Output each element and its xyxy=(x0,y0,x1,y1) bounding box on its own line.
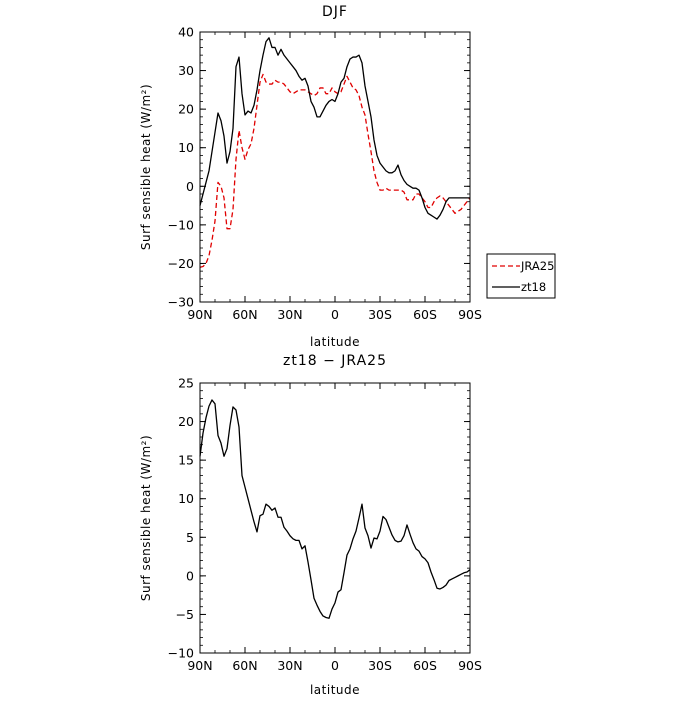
x-tick-label: 90S xyxy=(458,658,482,673)
x-axis-label: latitude xyxy=(310,335,360,349)
series-line-jra25 xyxy=(199,73,471,268)
x-tick-label: 30N xyxy=(277,307,302,322)
x-tick-label: 60S xyxy=(413,658,437,673)
y-tick-label: −30 xyxy=(168,295,194,310)
chart-title: DJF xyxy=(322,4,348,20)
x-tick-label: 0 xyxy=(331,658,339,673)
y-tick-label: 40 xyxy=(178,25,194,40)
series-line-zt18 xyxy=(199,37,470,220)
legend: JRA25 zt18 xyxy=(486,253,556,299)
y-tick-label: 15 xyxy=(178,453,194,468)
x-tick-label: 60N xyxy=(232,658,257,673)
y-axis-label: Surf sensible heat (W/m²) xyxy=(139,84,153,250)
panel-difference: zt18 − JRA25 latitude Surf sensible heat… xyxy=(139,353,482,697)
x-tick-label: 90N xyxy=(187,658,212,673)
plot-frame xyxy=(199,382,471,654)
y-tick-label: −10 xyxy=(168,217,194,232)
y-tick-label: 10 xyxy=(178,491,194,506)
plot-frame xyxy=(199,31,471,303)
y-tick-label: 5 xyxy=(186,530,194,545)
x-tick-label: 90N xyxy=(187,307,212,322)
y-tick-label: 0 xyxy=(186,568,194,583)
x-tick-label: 0 xyxy=(331,307,339,322)
y-tick-label: −10 xyxy=(168,646,194,661)
legend-label-jra25: JRA25 xyxy=(520,259,554,273)
x-axis-label: latitude xyxy=(310,683,360,697)
y-tick-label: −5 xyxy=(176,607,194,622)
legend-box xyxy=(486,253,556,299)
series-layer xyxy=(199,399,471,619)
y-tick-label: 20 xyxy=(178,414,194,429)
chart-title: zt18 − JRA25 xyxy=(283,353,387,369)
axis-ticks xyxy=(199,382,471,654)
panel-djf: DJF latitude Surf sensible heat (W/m²) −… xyxy=(139,4,556,349)
y-tick-label: 0 xyxy=(186,179,194,194)
x-tick-label: 60N xyxy=(232,307,257,322)
y-tick-label: −20 xyxy=(168,256,194,271)
tick-labels: −30 −20 −10 0 10 20 30 40 90N 60N 30N 0 30S 60S 90S xyxy=(168,25,482,323)
y-tick-label: 30 xyxy=(178,63,194,78)
x-tick-label: 60S xyxy=(413,307,437,322)
y-axis-label: Surf sensible heat (W/m²) xyxy=(139,435,153,601)
tick-labels: −10 −5 0 5 10 15 20 25 90N 60N 30N 0 30S 60S 90S xyxy=(168,376,482,674)
x-tick-label: 30S xyxy=(368,307,392,322)
y-tick-label: 25 xyxy=(178,376,194,391)
x-tick-label: 90S xyxy=(458,307,482,322)
x-tick-label: 30N xyxy=(277,658,302,673)
series-layer xyxy=(199,37,471,268)
y-tick-label: 20 xyxy=(178,102,194,117)
series-line-difference xyxy=(199,399,471,619)
legend-label-zt18: zt18 xyxy=(521,280,546,294)
x-tick-label: 30S xyxy=(368,658,392,673)
y-tick-label: 10 xyxy=(178,140,194,155)
